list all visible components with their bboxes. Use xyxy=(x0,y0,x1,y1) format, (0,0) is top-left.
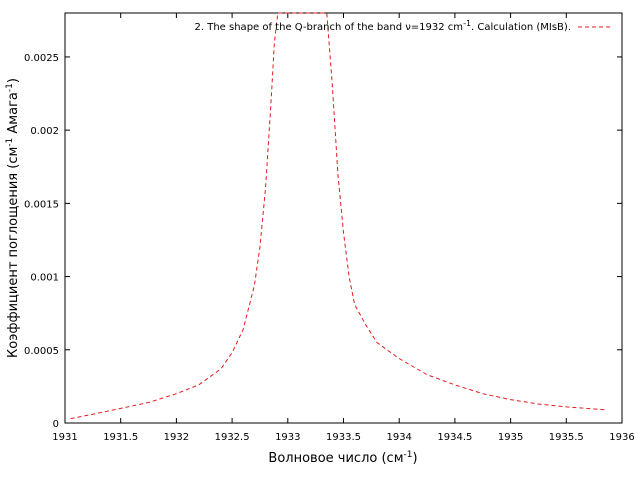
x-tick-label: 1935.5 xyxy=(549,432,584,443)
legend-label: 2. The shape of the Q-branch of the band… xyxy=(195,19,571,33)
legend: 2. The shape of the Q-branch of the band… xyxy=(195,19,610,33)
y-tick-label: 0.001 xyxy=(30,273,59,284)
y-tick-label: 0.002 xyxy=(30,126,59,137)
x-tick-label: 1932.5 xyxy=(215,432,250,443)
x-tick-label: 1933.5 xyxy=(326,432,361,443)
y-tick-label: 0.0025 xyxy=(24,53,59,64)
y-axis-ticks: 0 0.0005 0.001 0.0015 0.002 0.0025 xyxy=(24,53,622,430)
y-tick-label: 0.0015 xyxy=(24,199,59,210)
series-layer xyxy=(70,12,606,420)
x-axis-ticks: 1931 1931.5 1932 1932.5 1933 1933.5 1934 1934.5… xyxy=(52,13,635,443)
x-tick-label: 1935 xyxy=(498,432,523,443)
x-tick-label: 1931 xyxy=(52,432,77,443)
x-axis-title: Волновое число (см-1) xyxy=(268,450,417,466)
x-tick-label: 1934 xyxy=(386,432,411,443)
plot-frame xyxy=(64,12,623,424)
x-tick-label: 1934.5 xyxy=(437,432,472,443)
x-tick-label: 1933 xyxy=(275,432,300,443)
y-tick-label: 0 xyxy=(53,419,59,430)
x-tick-label: 1931.5 xyxy=(103,432,138,443)
x-tick-label: 1932 xyxy=(164,432,189,443)
series-line-0 xyxy=(70,12,606,420)
y-axis-title: Коэффициент поглощения (см-1 Амага-1) xyxy=(5,78,21,358)
x-tick-label: 1936 xyxy=(609,432,634,443)
y-tick-label: 0.0005 xyxy=(24,346,59,357)
